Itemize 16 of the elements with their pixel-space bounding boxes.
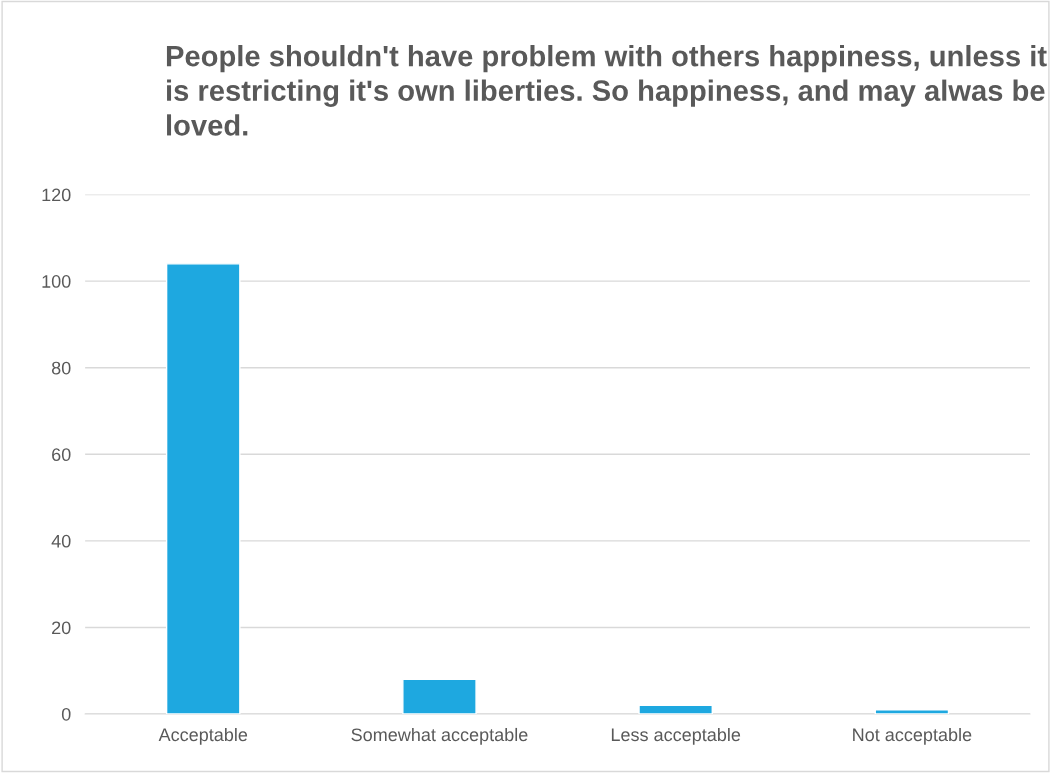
bar (165, 263, 241, 715)
bar (874, 708, 950, 715)
y-tick-label: 100 (42, 275, 71, 288)
chart-title: People shouldn't have problem with others happiness, unless it is restricting it's own liberties. So happiness, and may alwas be loved. (166, 45, 1047, 136)
x-tick-label: Somewhat acceptable (351, 727, 528, 745)
x-tick-label: Not acceptable (853, 727, 972, 745)
bar (638, 704, 713, 715)
x-tick-label: Less acceptable (611, 727, 741, 745)
y-tick-label: 40 (51, 534, 71, 548)
y-tick-label: 60 (52, 448, 71, 462)
x-tick-label: Acceptable (158, 727, 248, 745)
y-tick-label: 20 (52, 621, 71, 635)
y-tick-label: 120 (42, 188, 71, 202)
y-tick-label: 80 (51, 361, 71, 375)
y-tick-label: 0 (61, 707, 71, 721)
bar (402, 678, 477, 715)
